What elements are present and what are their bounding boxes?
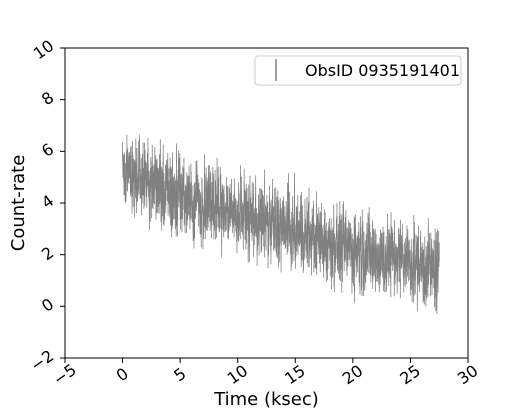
y-tick-label: 10 [30,36,58,63]
x-axis-label: Time (ksec) [213,389,319,409]
series-line [122,145,440,303]
x-axis-ticks: −5 0 5 10 15 20 25 30 [50,358,482,389]
y-tick-label: 6 [38,139,57,160]
y-tick-label: 2 [38,243,57,264]
x-tick-label: −5 [50,360,80,389]
y-tick-label: 0 [38,294,57,315]
x-tick-label: 15 [281,361,309,388]
x-tick-label: 5 [170,364,189,385]
x-tick-label: 0 [113,364,132,385]
plot-area-background [65,48,468,358]
y-axis-label: Count-rate [8,155,29,252]
data-layer [122,134,440,315]
legend-label: ObsID 0935191401 [305,61,460,80]
x-tick-label: 10 [224,361,252,388]
x-tick-label: 25 [396,361,424,388]
legend-box [254,55,462,86]
y-tick-label: 4 [38,191,57,212]
legend: ObsID 0935191401 [254,55,462,86]
x-tick-label: 20 [339,361,367,388]
y-tick-label: 8 [38,88,57,109]
x-tick-label: 30 [454,361,482,388]
